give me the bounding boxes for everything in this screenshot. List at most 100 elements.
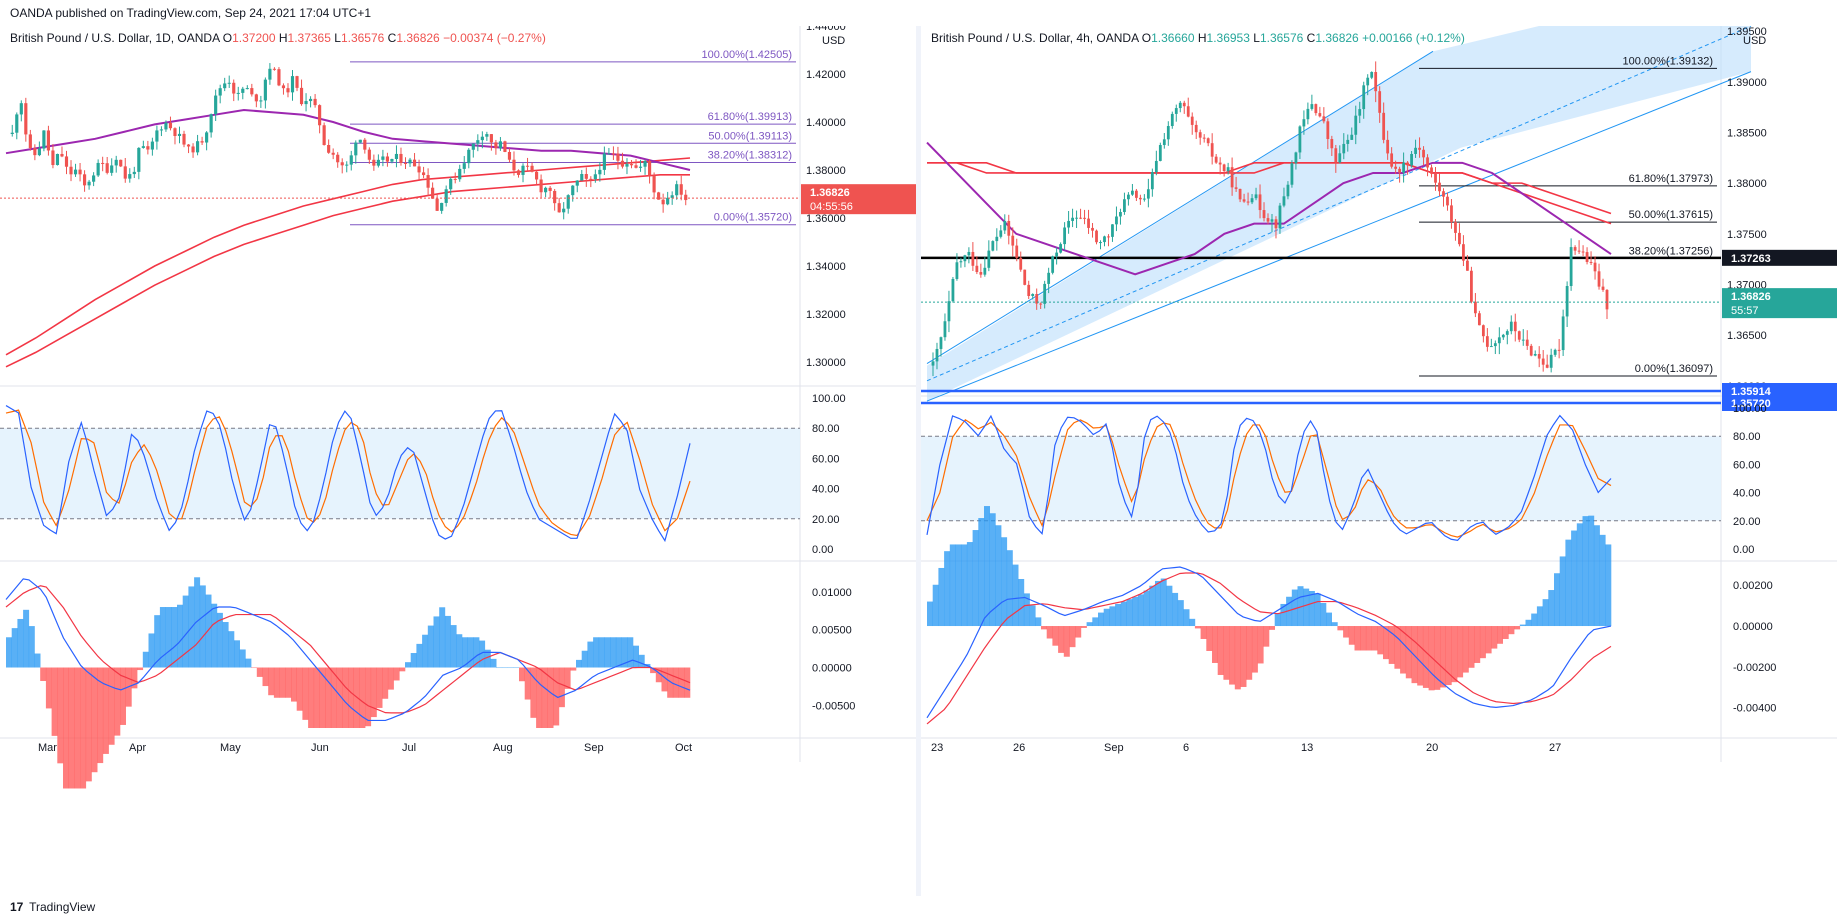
stoch-tick-label: 20.00 xyxy=(1733,516,1761,528)
time-axis-label: 23 xyxy=(931,742,943,754)
macd-histogram-bar xyxy=(1468,626,1475,668)
macd-histogram-bar xyxy=(496,667,503,669)
macd-histogram-bar xyxy=(978,518,985,627)
macd-histogram-bar xyxy=(627,637,634,668)
candle-body xyxy=(602,153,606,170)
countdown-label: 04:55:56 xyxy=(810,201,853,213)
candle-body xyxy=(485,134,489,137)
macd-histogram-bar xyxy=(1559,556,1566,627)
candle-body xyxy=(1537,354,1541,359)
four-hour-chart-panel[interactable]: 1.39500 1.39000 1.38500 1.38000 1.37500 1.370… xyxy=(921,0,1837,896)
macd-histogram-bar xyxy=(1115,603,1122,627)
macd-histogram-bar xyxy=(182,595,189,668)
macd-histogram-bar xyxy=(1502,626,1509,639)
candle-body xyxy=(304,101,308,105)
candle-body xyxy=(1023,269,1027,285)
candle-body xyxy=(376,159,380,166)
macd-histogram-bar xyxy=(479,640,486,668)
tradingview-logo[interactable]: 17 TradingView xyxy=(10,896,95,918)
ohlc-open-label: O xyxy=(1142,31,1151,45)
candle-body xyxy=(1422,149,1425,158)
candle-body xyxy=(1278,205,1282,229)
candle-body xyxy=(951,278,955,302)
macd-histogram-bar xyxy=(68,667,75,789)
candle-body xyxy=(1446,196,1449,206)
candle-body xyxy=(1477,313,1481,326)
fib-level-label: 38.20%(1.38312) xyxy=(708,150,792,162)
fib-level-label: 50.00%(1.39113) xyxy=(708,130,792,142)
macd-histogram-bar xyxy=(80,667,87,789)
macd-histogram-bar xyxy=(966,542,973,627)
candle-body xyxy=(268,68,272,80)
candle-body xyxy=(241,88,245,93)
macd-histogram-bar xyxy=(955,544,962,627)
candle-body xyxy=(1354,115,1358,135)
tradingview-logo-glyph: 17 xyxy=(10,900,24,912)
four-hour-chart-svg[interactable]: 1.395001.390001.385001.380001.375001.370… xyxy=(921,0,1837,896)
macd-histogram-bar xyxy=(604,637,611,668)
ohlc-change-value: −0.00374 (−0.27%) xyxy=(443,31,546,45)
channel-upper-line xyxy=(926,50,1434,364)
candle-body xyxy=(1075,217,1078,219)
candle-body xyxy=(408,159,412,164)
macd-histogram-bar xyxy=(1405,626,1412,679)
stoch-d-line xyxy=(926,418,1612,538)
candle-body xyxy=(1573,247,1577,251)
macd-histogram-bar xyxy=(1383,626,1389,660)
channel-mid-line xyxy=(926,25,1752,382)
daily-chart-panel[interactable]: 1.44000 1.42000 1.40000 1.38000 1.36000 1.340… xyxy=(0,21,916,896)
macd-histogram-bar xyxy=(1029,605,1036,627)
candle-body xyxy=(584,174,588,179)
stoch-tick-label: 0.00 xyxy=(1733,544,1754,556)
macd-histogram-bar xyxy=(1605,544,1612,627)
candle-body xyxy=(1294,152,1298,164)
macd-histogram-bar xyxy=(1137,594,1144,627)
candle-body xyxy=(1338,153,1342,163)
candle-body xyxy=(593,174,597,179)
macd-histogram-bar xyxy=(1377,626,1384,655)
time-axis-label: Sep xyxy=(584,742,604,754)
candle-body xyxy=(1414,147,1417,154)
macd-histogram-bar xyxy=(1257,626,1264,664)
last-price-label: 1.36826 xyxy=(810,187,850,199)
candle-body xyxy=(1489,346,1493,348)
candle-body xyxy=(1131,190,1134,195)
candle-body xyxy=(1430,167,1433,174)
candle-body xyxy=(1186,106,1190,117)
candle-body xyxy=(60,153,64,157)
macd-histogram-bar xyxy=(1434,626,1441,690)
macd-histogram-bar xyxy=(1063,626,1070,657)
stoch-band-fill xyxy=(0,428,800,519)
ohlc-close-value: 1.36826 xyxy=(396,31,440,45)
price-tick-label: 1.32000 xyxy=(806,309,846,321)
candle-body xyxy=(1386,139,1390,154)
macd-histogram-bar xyxy=(587,641,594,668)
candle-body xyxy=(385,156,390,162)
candle-body xyxy=(534,171,539,180)
candle-body xyxy=(322,125,326,145)
candle-body xyxy=(1438,182,1441,192)
macd-histogram-bar xyxy=(205,594,212,668)
macd-histogram-bar xyxy=(1451,626,1458,683)
candle-body xyxy=(1370,72,1374,78)
candle-body xyxy=(426,175,430,188)
candle-body xyxy=(168,122,173,129)
published-header: OANDA published on TradingView.com, Sep … xyxy=(0,0,1837,26)
macd-histogram-bar xyxy=(137,667,144,671)
panel-divider[interactable] xyxy=(916,26,921,896)
candle-body xyxy=(611,153,616,155)
macd-histogram-bar xyxy=(1217,626,1224,675)
macd-tick-label: 0.00200 xyxy=(1733,580,1773,592)
candle-body xyxy=(480,136,484,141)
macd-histogram-bar xyxy=(387,667,394,690)
macd-histogram-bar xyxy=(961,544,968,627)
daily-chart-svg[interactable]: 1.44000 1.42000 1.40000 1.38000 1.36000 1.340… xyxy=(0,21,916,896)
macd-histogram-bar xyxy=(593,637,600,668)
macd-tick-label: 0.00500 xyxy=(812,625,852,637)
macd-histogram-bar xyxy=(1485,626,1492,654)
fib-level-label: 61.80%(1.37973) xyxy=(1629,173,1713,185)
macd-histogram-bar xyxy=(490,658,497,668)
macd-histogram-bar xyxy=(1394,626,1401,669)
candle-body xyxy=(354,142,358,156)
candle-body xyxy=(1107,236,1110,238)
